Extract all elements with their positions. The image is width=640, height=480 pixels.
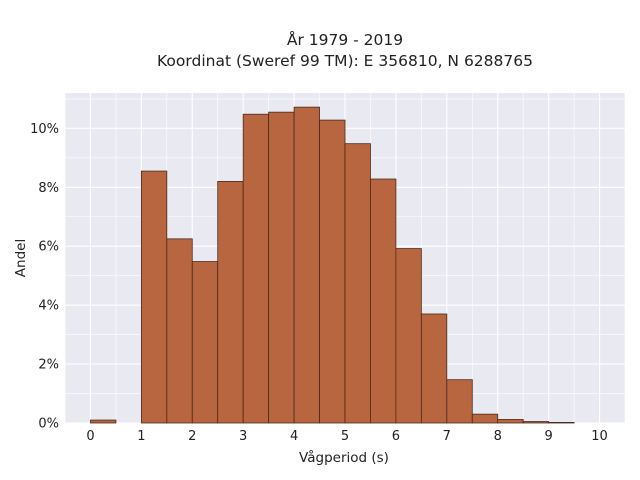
- histogram-bar-17: [548, 422, 575, 424]
- histogram-bar-0: [90, 419, 117, 424]
- y-tick-label-5: 10%: [30, 122, 59, 137]
- histogram-bar-10: [370, 178, 397, 424]
- y-axis-ticks: 0% 2% 4% 6% 8% 10%: [30, 122, 59, 432]
- x-tick-label-2: 2: [188, 429, 196, 444]
- x-tick-label-7: 7: [443, 429, 451, 444]
- y-tick-label-2: 4%: [38, 299, 59, 314]
- y-tick-label-0: 0%: [38, 417, 59, 432]
- histogram-bar-8: [319, 119, 346, 424]
- histogram-bar-6: [268, 111, 295, 424]
- histogram-bar-4: [217, 180, 244, 424]
- histogram-bar-14: [471, 413, 499, 424]
- bars: [90, 106, 575, 424]
- histogram-bar-9: [344, 143, 371, 424]
- histogram-bar-2: [166, 238, 193, 424]
- y-tick-label-1: 2%: [38, 358, 59, 373]
- x-axis-label: Vågperiod (s): [299, 449, 389, 466]
- x-tick-label-0: 0: [86, 429, 94, 444]
- y-tick-label-4: 8%: [38, 181, 59, 196]
- histogram-bar-11: [395, 248, 422, 424]
- x-tick-label-8: 8: [494, 429, 502, 444]
- histogram-bar-5: [242, 113, 270, 424]
- histogram-bar-15: [497, 419, 524, 424]
- histogram-bar-12: [420, 313, 448, 424]
- y-axis-label: Andel: [13, 239, 29, 277]
- x-axis-ticks: 0 1 2 3 4 5 6 7 8 9 10: [86, 429, 608, 444]
- histogram-bar-7: [293, 106, 320, 424]
- chart-title-line1: År 1979 - 2019: [287, 30, 403, 49]
- chart-title-line2: Koordinat (Sweref 99 TM): E 356810, N 62…: [157, 52, 533, 70]
- x-tick-label-4: 4: [290, 429, 298, 444]
- histogram-bar-16: [522, 421, 550, 424]
- x-tick-label-10: 10: [591, 429, 608, 444]
- x-tick-label-1: 1: [137, 429, 145, 444]
- histogram-bar-1: [140, 170, 168, 424]
- x-tick-label-5: 5: [341, 429, 349, 444]
- histogram-bar-13: [446, 379, 473, 424]
- x-tick-label-6: 6: [392, 429, 400, 444]
- histogram-bar-3: [191, 261, 219, 424]
- y-tick-label-3: 6%: [38, 240, 59, 255]
- x-tick-label-3: 3: [239, 429, 247, 444]
- x-tick-label-9: 9: [544, 429, 552, 444]
